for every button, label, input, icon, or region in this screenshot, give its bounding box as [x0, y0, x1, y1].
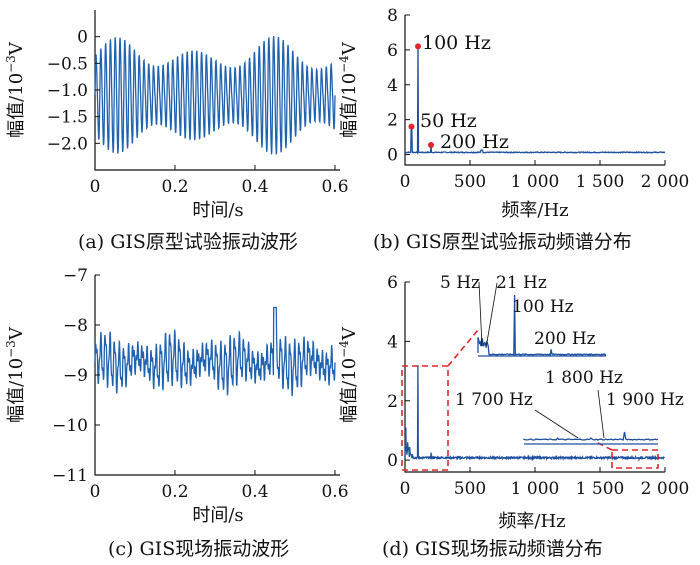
b-xticks-label: 0 — [400, 172, 411, 192]
annotation-200hz: 200 Hz — [440, 131, 509, 153]
panel-b-xticks: 0 500 1 000 1 500 2 000 — [400, 160, 690, 192]
panel-d: 0 500 1 000 1 500 2 000 0 2 4 6 5 Hz 21 Hz 100 … — [337, 273, 689, 560]
panel-a-xticks: 0 0.2 0.4 0.6 — [90, 165, 349, 197]
inset-leader-1800hz — [597, 389, 605, 439]
d-yticks-label: 4 — [387, 332, 398, 352]
panel-c-ylabel: 幅值/10−3V — [4, 326, 27, 423]
panel-b: 100 Hz 50 Hz 200 Hz 0 500 1 000 1 500 2 000 … — [337, 6, 689, 253]
inset-label-5hz: 5 Hz — [440, 273, 480, 293]
inset-leader-21hz — [485, 282, 498, 349]
panel-a-ylabel: 幅值/10−3V — [4, 41, 27, 138]
d-xticks-label: 0 — [400, 479, 411, 499]
zoom-connector-high — [595, 441, 613, 451]
inset-leader-1700hz — [534, 409, 579, 439]
b-yticks-label: 4 — [387, 76, 398, 96]
b-xticks-label: 2 000 — [641, 172, 690, 192]
zoom-connector-low — [447, 329, 479, 367]
d-xticks-label: 1 500 — [576, 479, 625, 499]
panel-b-ylabel: 幅值/10−4V — [337, 41, 360, 138]
panel-d-xticks: 0 500 1 000 1 500 2 000 — [400, 467, 690, 499]
inset-high-frequency: 1 700 Hz 1 800 Hz 1 900 Hz — [455, 368, 684, 445]
c-xticks-label: 0 — [90, 482, 101, 502]
c-yticks-label: −7 — [63, 266, 88, 286]
panel-d-yticks: 0 2 4 6 — [387, 273, 410, 471]
panel-a-xlabel: 时间/s — [192, 200, 243, 221]
inset-label-1700hz: 1 700 Hz — [455, 390, 533, 410]
b-yticks-label: 0 — [387, 146, 398, 166]
c-yticks-label: −9 — [63, 366, 88, 386]
c-yticks-label: −10 — [52, 416, 88, 436]
inset-high-spectrum — [523, 431, 659, 445]
panel-a-waveform — [94, 35, 336, 155]
a-yticks-label: −0.5 — [47, 54, 88, 74]
b-xticks-label: 1 000 — [511, 172, 560, 192]
panel-d-xlabel: 频率/Hz — [498, 511, 565, 532]
annotation-50hz: 50 Hz — [420, 110, 477, 132]
d-yticks-label: 0 — [387, 451, 398, 471]
a-yticks-label: 0 — [77, 28, 88, 48]
panel-d-spectrum — [404, 365, 665, 462]
panel-c-waveform — [94, 306, 336, 397]
inset-label-200hz: 200 Hz — [534, 329, 596, 349]
a-xticks-label: 0.2 — [161, 177, 188, 197]
inset-label-1900hz: 1 900 Hz — [606, 390, 684, 410]
b-xticks-label: 1 500 — [576, 172, 625, 192]
zoom-box-high-frequency — [611, 449, 659, 469]
panel-a-yticks: 0 −0.5 −1.0 −1.5 −2.0 — [47, 28, 100, 154]
inset-leader-5hz — [478, 281, 483, 347]
a-yticks-label: −2.0 — [47, 134, 88, 154]
d-yticks-label: 6 — [387, 273, 398, 293]
panel-c-yticks: −7 −8 −9 −10 −11 — [52, 266, 100, 486]
inset-label-1800hz: 1 800 Hz — [545, 368, 623, 388]
panel-a-caption: (a) GIS原型试验振动波形 — [78, 231, 298, 253]
a-xticks-label: 0.4 — [241, 177, 268, 197]
d-yticks-label: 2 — [387, 392, 398, 412]
zoom-box-low-frequency — [401, 365, 449, 471]
inset-low-frequency: 5 Hz 21 Hz 100 Hz 200 Hz — [440, 273, 606, 357]
d-xticks-label: 1 000 — [511, 479, 560, 499]
d-xticks-label: 2 000 — [641, 479, 690, 499]
annotation-100hz: 100 Hz — [422, 32, 491, 54]
panel-b-caption: (b) GIS原型试验振动频谱分布 — [373, 231, 632, 253]
panel-b-spectrum — [404, 46, 665, 155]
a-yticks-label: −1.5 — [47, 108, 88, 128]
peak-marker — [408, 123, 415, 130]
peak-marker — [428, 141, 434, 148]
c-yticks-label: −11 — [52, 466, 88, 486]
a-yticks-label: −1.0 — [47, 81, 88, 101]
b-xticks-label: 500 — [454, 172, 486, 192]
c-xticks-label: 0.2 — [161, 482, 188, 502]
c-xticks-label: 0.6 — [321, 482, 348, 502]
panel-d-caption: (d) GIS现场振动频谱分布 — [382, 538, 603, 560]
panel-c-caption: (c) GIS现场振动波形 — [108, 538, 289, 560]
panel-c-xlabel: 时间/s — [192, 505, 243, 526]
panel-b-peak-markers — [408, 43, 434, 148]
a-xticks-label: 0 — [90, 177, 101, 197]
b-yticks-label: 2 — [387, 111, 398, 131]
inset-low-spectrum — [477, 294, 606, 357]
a-xticks-label: 0.6 — [321, 177, 348, 197]
c-yticks-label: −8 — [63, 316, 88, 336]
peak-marker — [415, 43, 421, 50]
panel-c-xticks: 0 0.2 0.4 0.6 — [90, 470, 349, 502]
b-yticks-label: 6 — [387, 41, 398, 61]
panel-d-ylabel: 幅值/10−4V — [337, 326, 360, 423]
panel-b-yticks: 0 2 4 6 8 — [387, 6, 410, 166]
panel-c: 0 0.2 0.4 0.6 −7 −8 −9 −10 −11 时间/s 幅值/10−3V (c… — [4, 266, 349, 560]
b-yticks-label: 8 — [387, 6, 398, 26]
c-xticks-label: 0.4 — [241, 482, 268, 502]
d-xticks-label: 500 — [454, 479, 486, 499]
inset-label-100hz: 100 Hz — [512, 297, 574, 317]
inset-label-21hz: 21 Hz — [496, 273, 547, 293]
panel-a: 0 0.2 0.4 0.6 0 −0.5 −1.0 −1.5 −2.0 时间/s 幅值/10−… — [4, 10, 349, 253]
panel-b-xlabel: 频率/Hz — [501, 200, 568, 221]
